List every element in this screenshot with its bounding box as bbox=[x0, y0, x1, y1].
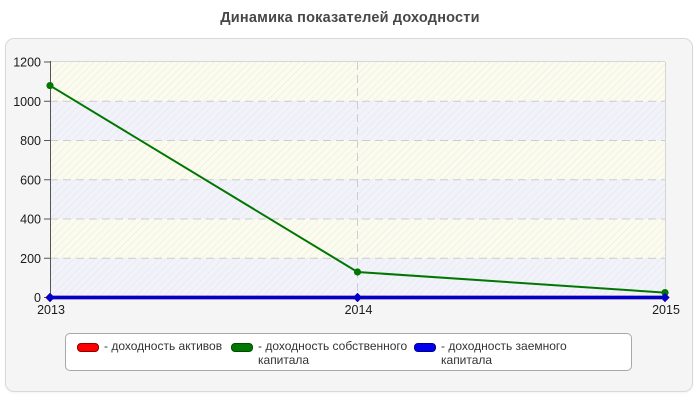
legend-label: - доходность заемного капитала bbox=[441, 339, 567, 367]
svg-text:2014: 2014 bbox=[345, 303, 373, 317]
axis-labels: 0 200 400 600 800 1000 1200 2013 2014 2015 bbox=[13, 56, 680, 318]
svg-text:400: 400 bbox=[20, 213, 41, 227]
series-1 bbox=[46, 81, 669, 297]
svg-text:1200: 1200 bbox=[13, 56, 41, 70]
gridlines bbox=[50, 62, 665, 298]
svg-text:2013: 2013 bbox=[37, 303, 65, 317]
chart-legend: - доходность активов - доходность собстве… bbox=[65, 333, 632, 371]
chart-title: Динамика показателей доходности bbox=[220, 10, 480, 26]
svg-text:0: 0 bbox=[34, 291, 41, 305]
svg-text:800: 800 bbox=[20, 134, 41, 148]
legend-label: - доходность собственного капитала bbox=[258, 339, 408, 367]
legend-item: - доходность собственного капитала bbox=[231, 339, 418, 367]
legend-swatch bbox=[231, 343, 253, 352]
legend-swatch bbox=[414, 343, 436, 352]
legend-swatch bbox=[77, 343, 99, 352]
series-2 bbox=[45, 292, 670, 303]
legend-label: - доходность активов bbox=[104, 339, 223, 353]
svg-text:2015: 2015 bbox=[652, 303, 680, 317]
svg-text:600: 600 bbox=[20, 173, 41, 187]
svg-text:1000: 1000 bbox=[13, 95, 41, 109]
legend-item: - доходность заемного капитала bbox=[414, 339, 589, 367]
svg-text:200: 200 bbox=[20, 252, 41, 266]
legend-item: - доходность активов bbox=[77, 339, 223, 354]
